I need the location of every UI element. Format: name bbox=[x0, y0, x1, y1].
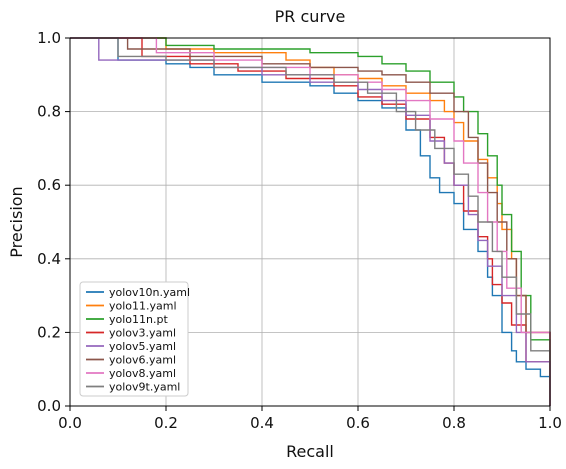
y-tick-label: 0.2 bbox=[37, 323, 61, 341]
series-line-yolov8-yaml bbox=[70, 37, 551, 406]
series-line-yolov10n-yaml bbox=[70, 37, 551, 406]
y-tick-label: 0.6 bbox=[37, 176, 61, 194]
plot-frame bbox=[69, 37, 551, 407]
legend-box bbox=[79, 281, 189, 397]
legend-label: yolo11n.pt bbox=[109, 313, 168, 326]
y-tick-label: 0.4 bbox=[37, 250, 61, 268]
x-tick-label: 0.4 bbox=[250, 414, 274, 432]
legend-label: yolov3.yaml bbox=[109, 327, 176, 340]
x-tick-label: 0.2 bbox=[154, 414, 178, 432]
y-tick-label: 0.8 bbox=[37, 103, 61, 121]
x-tick-label: 0.6 bbox=[346, 414, 370, 432]
series-lines bbox=[70, 37, 551, 406]
legend-label: yolov6.yaml bbox=[109, 354, 176, 367]
x-tick-label: 0.8 bbox=[442, 414, 466, 432]
x-axis-label: Recall bbox=[286, 442, 334, 461]
legend: yolov10n.yamlyolo11.yamlyolo11n.ptyolov3… bbox=[79, 281, 190, 397]
legend-label: yolo11.yaml bbox=[109, 300, 177, 313]
series-line-yolov9t-yaml bbox=[70, 37, 551, 406]
legend-label: yolov10n.yaml bbox=[109, 286, 190, 299]
y-axis-ticks: 0.0 0.2 0.4 0.6 0.8 1.0 bbox=[37, 29, 70, 415]
y-tick-label: 1.0 bbox=[37, 29, 61, 47]
series-line-yolo11n-pt bbox=[70, 37, 551, 406]
series-line-yolov3-yaml bbox=[70, 37, 551, 406]
legend-items: yolov10n.yamlyolo11.yamlyolo11n.ptyolov3… bbox=[86, 286, 190, 394]
legend-label: yolov8.yaml bbox=[109, 367, 176, 380]
x-axis-ticks: 0.0 0.2 0.4 0.6 0.8 1.0 bbox=[58, 406, 562, 432]
legend-label: yolov5.yaml bbox=[109, 340, 176, 353]
chart-title: PR curve bbox=[275, 7, 346, 26]
y-tick-label: 0.0 bbox=[37, 397, 61, 415]
x-tick-label: 0.0 bbox=[58, 414, 82, 432]
legend-label: yolov9t.yaml bbox=[109, 381, 180, 394]
y-axis-label: Precision bbox=[7, 186, 26, 257]
x-tick-label: 1.0 bbox=[538, 414, 562, 432]
